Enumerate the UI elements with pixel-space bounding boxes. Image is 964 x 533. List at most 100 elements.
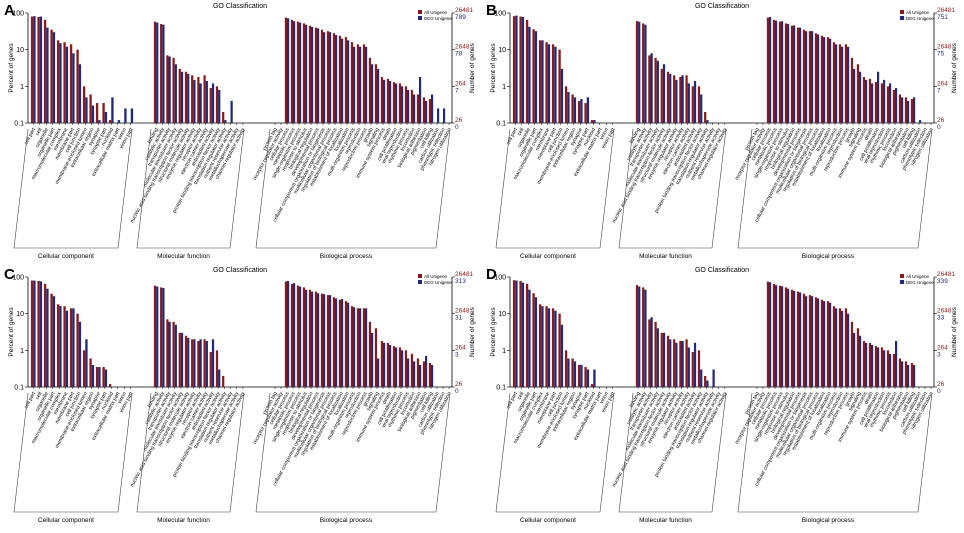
panel-b-y-tick-label-all: 26 (937, 117, 945, 124)
panel-b-group-bracket-molecular-function (618, 128, 727, 249)
panel-c-bar-deg-organelle-part (52, 296, 56, 387)
panel-c-bar-all-protein-binding-transcription-factor-activity (215, 350, 219, 387)
panel-d-bar-all-organelle-part (532, 293, 535, 387)
panel-d-bar-deg-cell-proliferation (877, 347, 880, 387)
panel-a-y-label-right: Number of genes (469, 42, 476, 93)
panel-c-bar-deg-regulation-of-biological-process (335, 298, 338, 387)
panel-b-bar-all-catalytic-activity (642, 23, 645, 124)
panel-a-group-label-cellular-component: Cellular component (38, 253, 94, 260)
panel-a-bar-all-developmental-process (314, 27, 317, 123)
panel-a-bar-all-multicellular-organismal-process (326, 31, 329, 123)
panel-a-bar-deg-localization (347, 40, 350, 124)
panel-d-bar-deg-macromolecular-complex (541, 306, 544, 387)
panel-b-group-label-molecular-function: Molecular function (639, 253, 692, 260)
panel-d-bar-all-catalytic-activity (642, 287, 645, 387)
panel-b-bar-deg-multi-organism-process (835, 44, 838, 123)
panel-b-bar-all-cell-part (512, 16, 516, 124)
panel-b-bar-deg-translation-regulator-activity (706, 120, 709, 123)
panel-b-bar-all-cell-killing (910, 99, 913, 123)
panel-d-bar-deg-multicellular-organismal-process (811, 296, 814, 387)
panel-c-x-label-cell: cell (35, 391, 44, 401)
panel-a-bar-deg-extracellular-region (91, 105, 95, 123)
panel-c-bar-deg-macromolecular-complex (59, 306, 62, 387)
panel-b-bar-deg-rhythmic-process (889, 83, 892, 123)
panel-a-bar-all-viral-reproduction (398, 83, 401, 123)
panel-a-bar-deg-death (389, 80, 392, 123)
panel-c-group-label-cellular-component: Cellular component (38, 517, 94, 524)
panel-c-y-tick-label-left: 0.1 (14, 385, 24, 392)
panel-a-y-tick-label-deg: 789 (455, 14, 466, 21)
panel-a-bar-deg-catalytic-activity (162, 24, 165, 123)
panel-d-bar-deg-immune-system-process (865, 342, 868, 387)
panel-c-bar-deg-cellular-process (287, 280, 290, 387)
panel-b-bar-all-metabolic-process (772, 19, 775, 123)
panel-b-bar-deg-cellular-process (769, 16, 772, 124)
panel-a-bar-all-antioxidant-activity (209, 88, 212, 123)
panel-d-bar-all-signaling (856, 328, 859, 387)
panel-c-bar-all-cellular-component-organization-or-biogenesis (320, 293, 323, 387)
panel-d-title: GO Classification (695, 267, 749, 274)
panel-d-bar-all-cell (519, 280, 522, 387)
panel-b-bar-deg-nucleic-acid-binding-transcription-factor-activity (662, 64, 666, 123)
panel-b-bar-deg-transporter-activity (650, 53, 653, 124)
panel-d-bar-all-electron-carrier-activity (685, 339, 688, 387)
panel-c-legend-label-all: All Unigene (424, 274, 448, 279)
panel-b-bar-all-biological-adhesion (898, 94, 901, 123)
panel-b-bar-deg-single-organism-process (781, 21, 784, 124)
panel-c-bar-deg-electron-carrier-activity (205, 340, 208, 387)
panel-a-bar-all-structural-molecule-activity (184, 71, 188, 123)
panel-b-bar-deg-locomotion (895, 88, 898, 123)
panel-a-bar-all-growth (368, 57, 371, 124)
panel-c-bar-all-biological-regulation (308, 289, 311, 387)
panel-c-bar-deg-death (389, 344, 392, 387)
panel-c-title: GO Classification (213, 267, 267, 274)
panel-a-bar-all-cell-killing (428, 99, 431, 123)
panel-b-bar-all-receptor-activity (679, 76, 682, 123)
panel-b-bar-all-organelle-part (532, 29, 535, 124)
panel-b-bar-deg-cell-killing (913, 97, 916, 123)
panel-d-y-tick-label-left: 1 (502, 348, 506, 355)
panel-c-y-tick-label-left: 100 (12, 275, 24, 282)
panel-b-bar-all-cellular-component-organization-or-biogenesis (802, 29, 805, 123)
panel-a-bar-deg-synapse-part (104, 111, 108, 123)
panel-a-bar-deg-translation-regulator-activity (224, 120, 227, 123)
panel-a-bar-deg-synapse (98, 120, 101, 123)
panel-c-bar-deg-structural-molecule-activity (187, 337, 190, 387)
panel-d-bar-all-translation-regulator-activity (704, 375, 707, 387)
panel-d-bar-deg-death (871, 344, 874, 387)
panel-c-bar-all-membrane-part (69, 308, 73, 387)
panel-a-bar-deg-cell-proliferation (395, 83, 398, 123)
panel-d-x-label-death: death (863, 391, 874, 405)
panel-d-bar-all-locomotion (892, 353, 895, 387)
panel-d-bar-all-reproductive-process (844, 308, 847, 387)
panel-b-bar-all-viral-reproduction (880, 83, 883, 123)
panel-b-bar-all-response-to-stimulus (784, 23, 787, 124)
panel-b-legend-label-deg: DEG Unigene (906, 16, 934, 21)
panel-b-bar-all-membrane-part (551, 44, 555, 123)
panel-d-bar-all-single-organism-process (778, 285, 781, 387)
panel-a-bar-all-cellular-component-organization-or-biogenesis (320, 29, 323, 123)
panel-a-bar-deg-growth (371, 64, 374, 123)
panel-c-bar-deg-reproduction (359, 308, 362, 387)
panel-d-y-label-left: Percent of genes (490, 307, 497, 357)
panel-a-bar-deg-cell (39, 16, 43, 123)
panel-c-bar-all-metabolic-process (290, 283, 293, 387)
panel-d-y-tick-label-left: 10 (498, 311, 506, 318)
panel-b-bar-all-transporter-activity (648, 55, 651, 123)
panel-d-bar-deg-biological-regulation (793, 290, 796, 387)
panel-a-bar-deg-organelle (46, 27, 49, 123)
panel-b-bar-deg-extracellular-region (573, 97, 577, 123)
panel-d-bar-deg-transporter-activity (650, 317, 653, 387)
panel-b-bar-all-extracellular-region (571, 94, 574, 123)
panel-a-title: GO Classification (213, 3, 267, 10)
panel-b-bar-all-establishment-of-localization (820, 35, 823, 123)
panel-c-bar-deg-cell (39, 281, 43, 387)
panel-a-y-tick-label-left: 100 (12, 11, 24, 18)
panel-d-bar-all-transporter-activity (648, 319, 651, 387)
panel-a-bar-deg-cell-part (33, 16, 36, 124)
panel-a-group-label-molecular-function: Molecular function (157, 253, 210, 260)
panel-c-bar-deg-viral-reproduction (401, 350, 404, 387)
